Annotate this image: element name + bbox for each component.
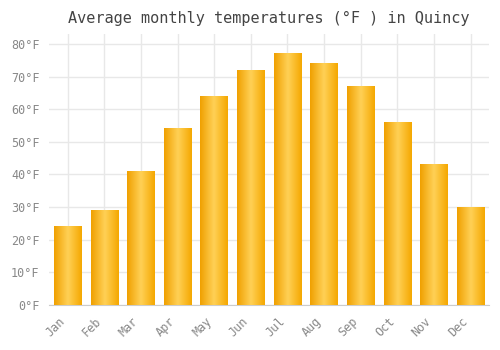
Title: Average monthly temperatures (°F ) in Quincy: Average monthly temperatures (°F ) in Qu… [68,11,470,26]
